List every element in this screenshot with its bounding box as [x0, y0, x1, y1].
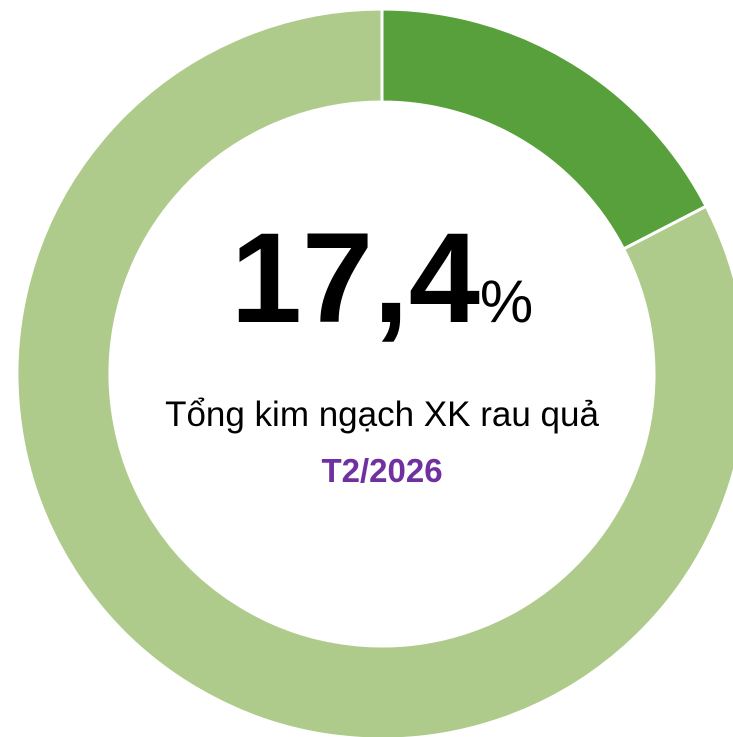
center-unit: % [480, 268, 533, 335]
center-value: 17,4 [231, 207, 480, 350]
donut-segment [15, 7, 733, 737]
subtitle: Tổng kim ngạch XK rau quả [165, 395, 599, 434]
ring [15, 7, 733, 737]
center-label: 17,4% [231, 207, 533, 350]
period: T2/2026 [321, 452, 442, 489]
